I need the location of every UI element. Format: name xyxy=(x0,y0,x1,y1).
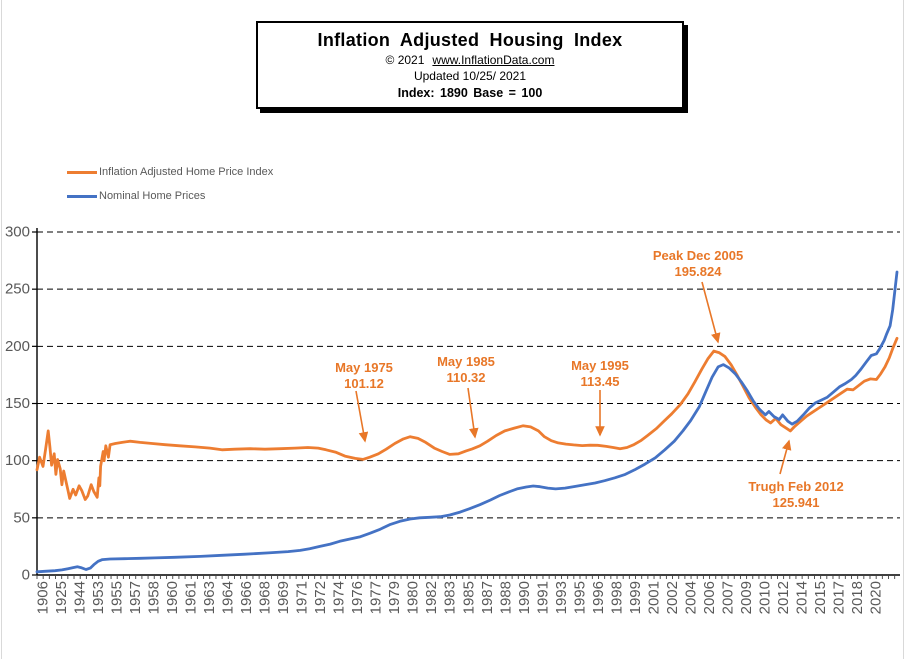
svg-text:1968: 1968 xyxy=(257,581,274,614)
annotation-line: Trugh Feb 2012 xyxy=(748,479,844,494)
svg-text:1963: 1963 xyxy=(201,581,218,614)
svg-text:2018: 2018 xyxy=(849,581,866,614)
svg-text:1976: 1976 xyxy=(349,581,366,614)
legend-label-nominal: Nominal Home Prices xyxy=(99,190,206,202)
svg-text:1964: 1964 xyxy=(220,581,237,614)
annotation-value: 125.941 xyxy=(772,495,820,510)
svg-text:2002: 2002 xyxy=(664,581,681,614)
svg-text:1995: 1995 xyxy=(571,581,588,614)
svg-text:1944: 1944 xyxy=(72,581,89,614)
svg-text:1974: 1974 xyxy=(331,581,348,614)
inflationdata-link[interactable]: www.InflationData.com xyxy=(432,53,555,67)
svg-text:2010: 2010 xyxy=(756,581,773,614)
svg-text:1953: 1953 xyxy=(90,581,107,614)
svg-text:1980: 1980 xyxy=(405,581,422,614)
svg-text:2020: 2020 xyxy=(868,581,885,614)
svg-text:1985: 1985 xyxy=(460,581,477,614)
svg-text:50: 50 xyxy=(13,509,30,526)
svg-text:2017: 2017 xyxy=(830,581,847,614)
svg-text:2001: 2001 xyxy=(645,581,662,614)
svg-text:1979: 1979 xyxy=(386,581,403,614)
copyright-line: © 2021 www.InflationData.com xyxy=(258,53,682,67)
annotation-value: 195.824 xyxy=(674,264,722,279)
svg-text:1961: 1961 xyxy=(183,581,200,614)
svg-text:100: 100 xyxy=(5,452,30,469)
annotation-may-1975: May 1975 101.12 xyxy=(335,360,393,392)
svg-text:2014: 2014 xyxy=(793,581,810,614)
legend: Inflation Adjusted Home Price Index Nomi… xyxy=(67,165,273,213)
svg-text:1977: 1977 xyxy=(368,581,385,614)
svg-text:2006: 2006 xyxy=(701,581,718,614)
annotation-value: 113.45 xyxy=(580,374,620,389)
chart-title: Inflation Adjusted Housing Index xyxy=(317,30,623,50)
svg-text:1971: 1971 xyxy=(294,581,311,614)
svg-text:1925: 1925 xyxy=(53,581,70,614)
svg-text:1991: 1991 xyxy=(534,581,551,614)
svg-text:2004: 2004 xyxy=(682,581,699,614)
svg-text:1960: 1960 xyxy=(164,581,181,614)
annotation-may-1985: May 1985 110.32 xyxy=(437,354,495,386)
svg-text:2015: 2015 xyxy=(812,581,829,614)
legend-label-inflation-adjusted: Inflation Adjusted Home Price Index xyxy=(99,166,274,178)
annotation-line: Peak Dec 2005 xyxy=(652,248,744,263)
svg-text:1999: 1999 xyxy=(627,581,644,614)
copyright-text: © 2021 xyxy=(385,53,425,67)
annotation-line: May 1995 xyxy=(571,358,629,373)
svg-text:1966: 1966 xyxy=(238,581,255,614)
svg-text:1982: 1982 xyxy=(423,581,440,614)
svg-text:1998: 1998 xyxy=(608,581,625,614)
index-base-note: Index: 1890 Base = 100 xyxy=(397,86,543,100)
legend-item-inflation-adjusted: Inflation Adjusted Home Price Index xyxy=(67,165,273,179)
svg-text:1996: 1996 xyxy=(590,581,607,614)
annotation-may-1995: May 1995 113.45 xyxy=(571,358,629,390)
svg-text:1990: 1990 xyxy=(516,581,533,614)
annotation-line: May 1985 xyxy=(437,354,495,369)
svg-text:1972: 1972 xyxy=(312,581,329,614)
svg-text:150: 150 xyxy=(5,395,30,412)
svg-text:1993: 1993 xyxy=(553,581,570,614)
svg-text:250: 250 xyxy=(5,281,30,298)
svg-text:1969: 1969 xyxy=(275,581,292,614)
svg-text:1957: 1957 xyxy=(127,581,144,614)
svg-text:1955: 1955 xyxy=(109,581,126,614)
svg-text:1906: 1906 xyxy=(35,581,52,614)
svg-text:1958: 1958 xyxy=(146,581,163,614)
svg-text:2012: 2012 xyxy=(775,581,792,614)
svg-text:200: 200 xyxy=(5,338,30,355)
svg-text:300: 300 xyxy=(5,224,30,241)
svg-text:2009: 2009 xyxy=(738,581,755,614)
svg-text:2007: 2007 xyxy=(719,581,736,614)
annotation-value: 110.32 xyxy=(446,370,486,385)
legend-swatch-orange xyxy=(67,170,97,174)
updated-line: Updated 10/25/ 2021 xyxy=(413,69,527,83)
legend-item-nominal: Nominal Home Prices xyxy=(67,189,273,203)
legend-swatch-blue xyxy=(67,194,97,198)
svg-text:1988: 1988 xyxy=(497,581,514,614)
svg-text:1987: 1987 xyxy=(479,581,496,614)
title-box: Inflation Adjusted Housing Index © 2021 w… xyxy=(256,21,684,109)
svg-text:1983: 1983 xyxy=(442,581,459,614)
svg-text:0: 0 xyxy=(22,567,30,584)
annotation-trough-feb-2012: Trugh Feb 2012 125.941 xyxy=(748,479,843,511)
annotation-peak-dec-2005: Peak Dec 2005 195.824 xyxy=(653,248,743,280)
annotation-line: May 1975 xyxy=(335,360,393,375)
annotation-value: 101.12 xyxy=(344,376,384,391)
